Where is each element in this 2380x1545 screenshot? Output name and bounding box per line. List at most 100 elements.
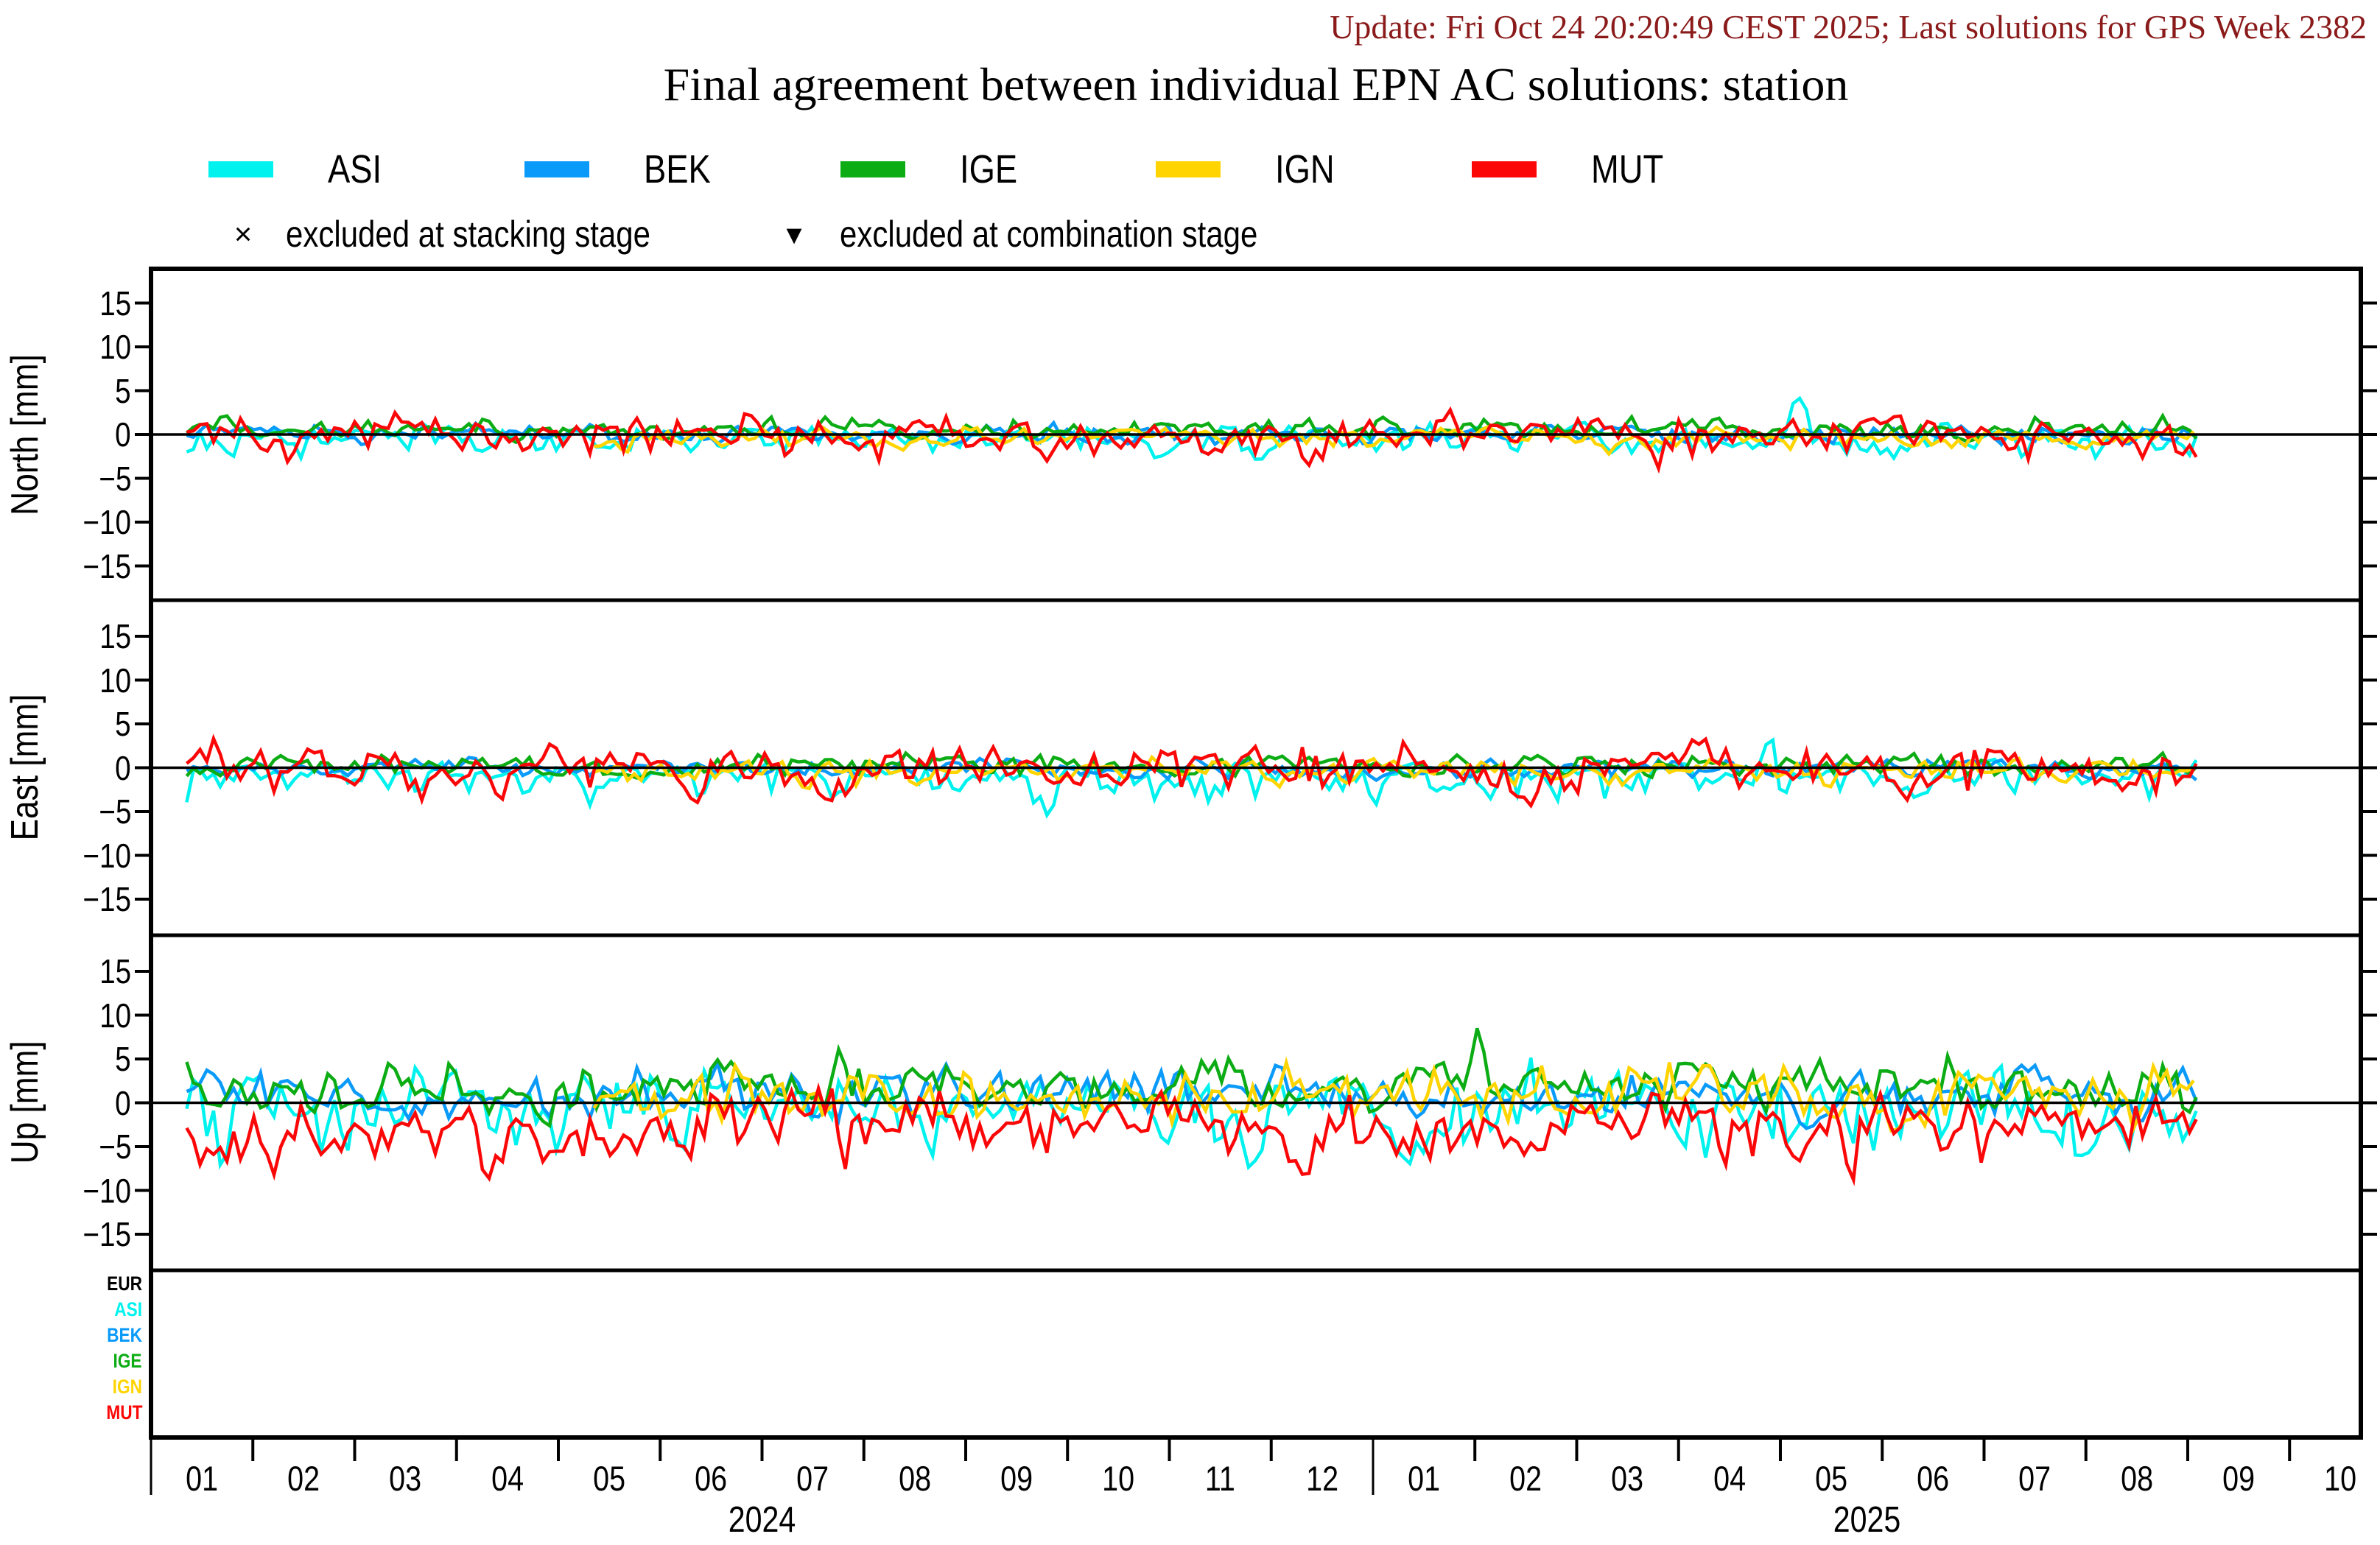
page-title: Final agreement between individual EPN A… bbox=[663, 58, 1849, 110]
y-tick-label-up: −10 bbox=[0, 1170, 131, 1211]
x-tick-label-month: 07 bbox=[1984, 1457, 2087, 1501]
ac-list-label-text: IGE bbox=[113, 1350, 142, 1372]
update-timestamp: Update: Fri Oct 24 20:20:49 CEST 2025; L… bbox=[1330, 8, 2367, 46]
y-tick-label-north: 15 bbox=[0, 283, 131, 324]
y-tick-label-east: 10 bbox=[0, 660, 131, 701]
y-tick-label-east: −5 bbox=[0, 791, 131, 832]
legend-label-text: IGE bbox=[959, 147, 1017, 191]
x-tick-label-month: 01 bbox=[150, 1457, 253, 1501]
y-tick-label-text: −5 bbox=[98, 1127, 131, 1166]
legend-swatch-mut bbox=[1472, 161, 1537, 177]
y-tick-label-text: 5 bbox=[115, 705, 131, 743]
x-tick-label-text: 06 bbox=[1917, 1459, 1950, 1498]
y-tick-label-text: −5 bbox=[98, 459, 131, 498]
y-tick-label-text: 5 bbox=[115, 371, 131, 410]
x-tick-label-month: 10 bbox=[2289, 1457, 2380, 1501]
series-line-ign-east bbox=[593, 754, 2194, 791]
x-tick-label-text: 02 bbox=[287, 1459, 320, 1498]
x-tick-label-month: 04 bbox=[1678, 1457, 1781, 1501]
x-tick-label-month: 08 bbox=[2085, 1457, 2188, 1501]
y-tick-label-east: 15 bbox=[0, 616, 131, 657]
x-tick-label-text: 05 bbox=[1815, 1459, 1848, 1498]
ac-list-label-text: MUT bbox=[105, 1401, 142, 1423]
ac-list-label-text: EUR bbox=[107, 1273, 142, 1295]
ac-list-label-bek: BEK bbox=[0, 1323, 142, 1347]
x-tick-label-text: 06 bbox=[695, 1459, 728, 1498]
ac-list-label-eur: EUR bbox=[0, 1272, 142, 1295]
ac-list-label-asi: ASI bbox=[0, 1298, 142, 1321]
legend-label-ign: IGN bbox=[1275, 147, 1346, 191]
legend-label-text: ASI bbox=[328, 147, 382, 191]
x-tick-label-month: 05 bbox=[1780, 1457, 1883, 1501]
y-tick-label-text: 5 bbox=[115, 1040, 131, 1078]
x-tick-label-month: 02 bbox=[1474, 1457, 1577, 1501]
x-tick-label-month: 06 bbox=[659, 1457, 762, 1501]
y-tick-label-text: −15 bbox=[83, 880, 131, 918]
ac-list-label-ige: IGE bbox=[0, 1349, 142, 1373]
x-tick-label-text: 07 bbox=[2018, 1459, 2051, 1498]
y-tick-label-text: −15 bbox=[83, 1215, 131, 1253]
x-tick-label-month: 09 bbox=[965, 1457, 1068, 1501]
legend-label-text: BEK bbox=[643, 147, 711, 191]
x-tick-label-month: 08 bbox=[863, 1457, 966, 1501]
x-tick-label-month: 12 bbox=[1271, 1457, 1374, 1501]
y-tick-label-text: 10 bbox=[99, 661, 131, 700]
x-tick-label-month: 06 bbox=[1881, 1457, 1984, 1501]
excluded-label-1: excluded at combination stage bbox=[840, 212, 1337, 256]
x-tick-label-text: 08 bbox=[898, 1459, 931, 1498]
y-tick-label-up: 0 bbox=[0, 1083, 131, 1124]
plot-frame bbox=[149, 267, 2363, 1440]
y-tick-label-text: −5 bbox=[98, 792, 131, 831]
y-tick-label-text: −10 bbox=[83, 836, 131, 875]
y-tick-label-up: 15 bbox=[0, 951, 131, 992]
y-tick-label-north: −5 bbox=[0, 458, 131, 499]
series-line-mut-up bbox=[185, 1082, 2198, 1186]
y-tick-label-text: 10 bbox=[99, 996, 131, 1035]
y-tick-label-text: −15 bbox=[83, 546, 131, 585]
excluded-symbol-glyph: × bbox=[234, 217, 253, 251]
x-tick-label-month: 03 bbox=[1576, 1457, 1679, 1501]
year-label: 2025 bbox=[1771, 1498, 1962, 1542]
x-tick-label-text: 02 bbox=[1509, 1459, 1542, 1498]
ac-list-label-ign: IGN bbox=[0, 1375, 142, 1398]
x-tick-label-text: 10 bbox=[2324, 1459, 2357, 1498]
x-tick-label-text: 03 bbox=[389, 1459, 422, 1498]
x-tick-label-text: 01 bbox=[1408, 1459, 1441, 1498]
year-label-text: 2024 bbox=[728, 1500, 796, 1540]
x-tick-label-text: 08 bbox=[2120, 1459, 2153, 1498]
x-tick-label-month: 01 bbox=[1372, 1457, 1475, 1501]
legend-swatch-ige bbox=[840, 161, 905, 177]
x-tick-label-month: 04 bbox=[456, 1457, 559, 1501]
x-tick-label-month: 09 bbox=[2187, 1457, 2290, 1501]
y-tick-label-up: −15 bbox=[0, 1214, 131, 1255]
x-tick-label-text: 07 bbox=[796, 1459, 829, 1498]
series-line-mut-east bbox=[185, 733, 2198, 809]
y-tick-label-east: 5 bbox=[0, 703, 131, 745]
y-tick-label-up: 5 bbox=[0, 1038, 131, 1080]
legend-label-asi: ASI bbox=[328, 147, 392, 191]
year-label-text: 2025 bbox=[1833, 1500, 1901, 1540]
ac-list-label-mut: MUT bbox=[0, 1401, 142, 1424]
x-tick-label-text: 12 bbox=[1305, 1459, 1338, 1498]
y-tick-label-text: 15 bbox=[99, 284, 131, 323]
x-tick-label-text: 01 bbox=[186, 1459, 219, 1498]
y-tick-label-text: 15 bbox=[99, 952, 131, 990]
x-tick-label-month: 03 bbox=[354, 1457, 457, 1501]
legend-swatch-ign bbox=[1156, 161, 1221, 177]
legend-label-text: IGN bbox=[1275, 147, 1335, 191]
y-tick-label-east: −15 bbox=[0, 879, 131, 920]
y-tick-label-text: 0 bbox=[115, 1083, 131, 1122]
x-tick-label-month: 05 bbox=[558, 1457, 661, 1501]
data-lines-layer bbox=[185, 395, 2198, 1186]
y-tick-label-north: 0 bbox=[0, 414, 131, 455]
year-label: 2024 bbox=[666, 1498, 857, 1542]
x-tick-label-month: 10 bbox=[1067, 1457, 1170, 1501]
excluded-label-text: excluded at combination stage bbox=[840, 214, 1258, 255]
legend-label-bek: BEK bbox=[644, 147, 723, 191]
x-tick-label-month: 02 bbox=[252, 1457, 355, 1501]
legend-swatch-asi bbox=[208, 161, 273, 177]
y-tick-label-text: 10 bbox=[99, 328, 131, 366]
excluded-label-0: excluded at stacking stage bbox=[286, 212, 720, 256]
excluded-symbol-1: ▾ bbox=[772, 212, 816, 256]
